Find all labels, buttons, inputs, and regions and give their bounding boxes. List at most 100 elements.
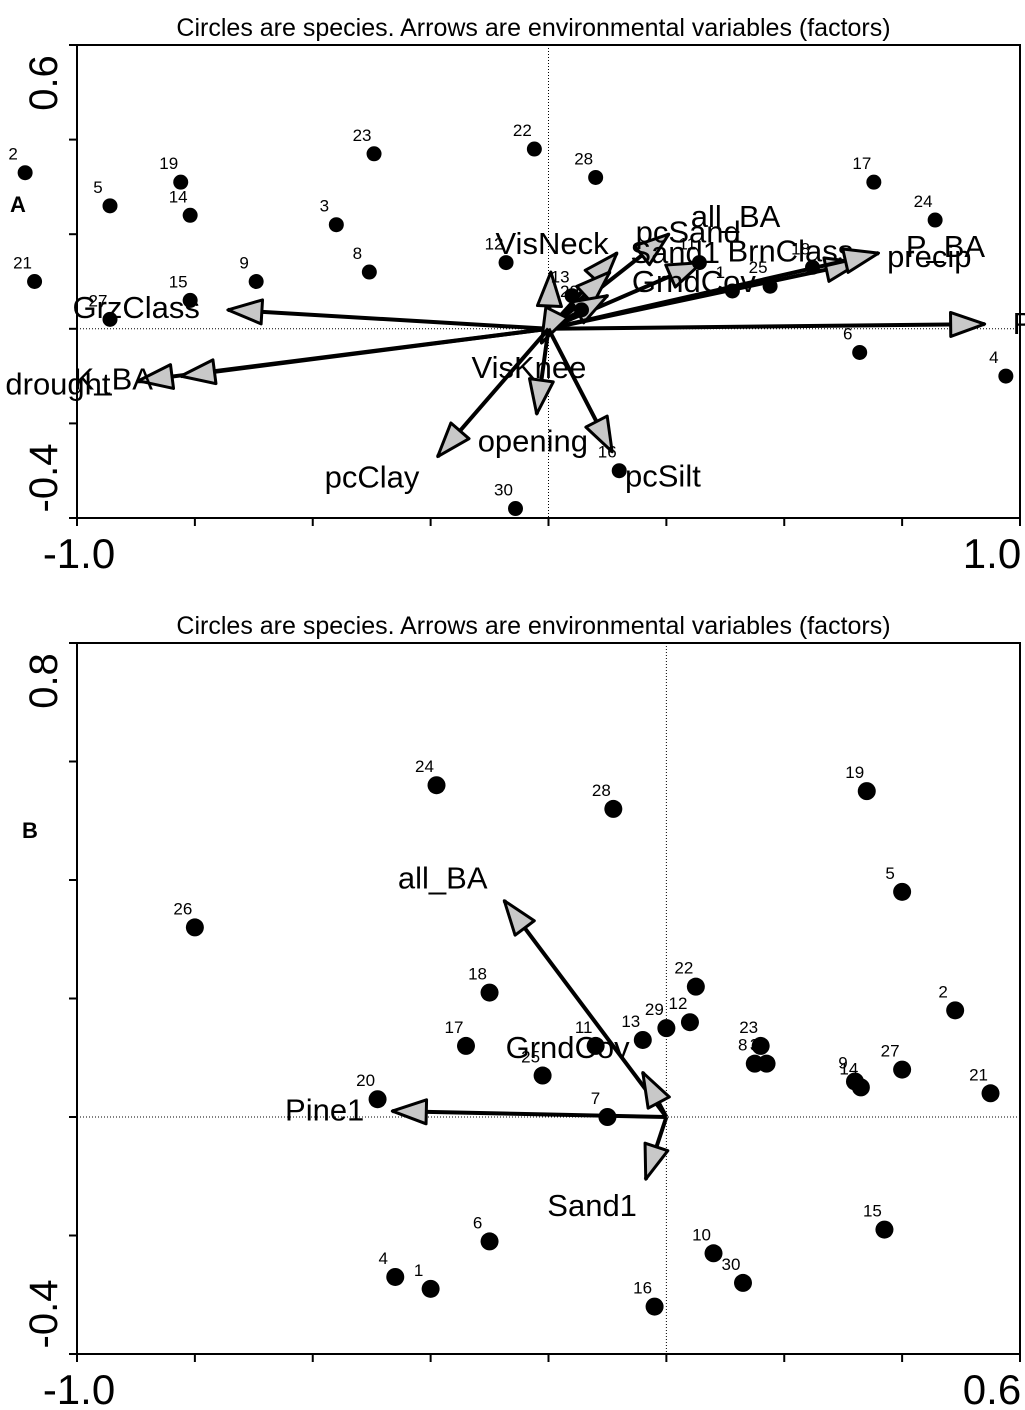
species-24: 24: [914, 192, 943, 228]
species-label: 30: [494, 481, 513, 500]
y-tick-label-max: 0.8: [22, 653, 66, 709]
species-point: [725, 283, 740, 298]
species-3: 3: [320, 197, 344, 233]
species-16: 16: [598, 443, 627, 479]
species-30: 30: [722, 1255, 752, 1292]
species-label: 16: [633, 1279, 652, 1298]
species-label: 8: [738, 1036, 747, 1055]
panel-b: Circles are species. Arrows are environm…: [22, 612, 1021, 1405]
arrow-label: K_BA: [74, 362, 154, 397]
species-6: 6: [473, 1213, 499, 1250]
species-label: 16: [598, 443, 617, 462]
species-point: [574, 302, 589, 317]
species-label: 29: [560, 282, 579, 301]
species-point: [27, 274, 42, 289]
species-points: 1234567891011121314151617181920212223242…: [173, 757, 999, 1315]
species-label: 6: [843, 324, 852, 343]
species-label: 15: [863, 1202, 882, 1221]
species-label: 11: [575, 1018, 593, 1037]
species-label: 14: [169, 187, 188, 206]
species-label: 19: [845, 763, 864, 782]
y-tick-label-max: 0.6: [22, 55, 66, 111]
species-label: 4: [989, 348, 998, 367]
species-point: [634, 1031, 652, 1049]
species-label: 1: [716, 263, 725, 282]
species-label: 24: [914, 192, 933, 211]
panel-letter: A: [10, 192, 26, 217]
species-point: [18, 165, 33, 180]
species-label: 17: [445, 1018, 464, 1037]
panel-a: Circles are species. Arrows are environm…: [5, 14, 1025, 577]
species-label: 12: [485, 235, 504, 254]
species-point: [183, 208, 198, 223]
species-18: 18: [468, 965, 498, 1002]
species-label: 11: [679, 235, 697, 254]
arrow-head: [392, 1100, 426, 1124]
species-label: 5: [885, 864, 894, 883]
species-19: 19: [845, 763, 875, 800]
species-point: [508, 501, 523, 516]
species-label: 25: [521, 1048, 540, 1067]
arrow-head: [228, 300, 263, 324]
species-label: 28: [574, 149, 593, 168]
species-4: 4: [379, 1249, 405, 1286]
arrow-label: pcClay: [325, 460, 420, 495]
species-label: 6: [473, 1213, 482, 1232]
arrow-sand1: Sand1: [547, 1117, 668, 1223]
species-15: 15: [863, 1202, 893, 1239]
species-17: 17: [852, 154, 881, 190]
species-label: 14: [839, 1059, 858, 1078]
arrow-grzclass: GrzClass: [72, 290, 548, 329]
species-point: [499, 255, 514, 270]
species-point: [875, 1221, 893, 1239]
species-point: [612, 463, 627, 478]
species-point: [534, 1067, 552, 1085]
species-label: 15: [169, 272, 188, 291]
species-label: 9: [239, 254, 248, 273]
species-21: 21: [13, 254, 42, 290]
species-point: [893, 883, 911, 901]
species-point: [998, 369, 1013, 384]
species-point: [687, 978, 705, 996]
species-point: [103, 198, 118, 213]
species-point: [598, 1108, 616, 1126]
species-label: 24: [415, 757, 434, 776]
species-label: 22: [513, 121, 532, 140]
species-label: 17: [852, 154, 871, 173]
species-point: [928, 213, 943, 228]
species-point: [527, 142, 542, 157]
species-label: 26: [173, 899, 192, 918]
species-label: 30: [722, 1255, 741, 1274]
y-tick-label-min: -0.4: [22, 444, 66, 513]
species-point: [763, 279, 778, 294]
arrow-label: Sand1: [547, 1188, 637, 1223]
species-point: [858, 782, 876, 800]
species-label: 4: [379, 1249, 388, 1268]
species-point: [186, 918, 204, 936]
species-point: [866, 175, 881, 190]
species-point: [746, 1055, 764, 1073]
arrow-label: Pine1: [1013, 306, 1025, 341]
species-point: [103, 312, 118, 327]
species-label: 21: [969, 1065, 988, 1084]
species-label: 22: [674, 959, 693, 978]
species-10: 10: [692, 1225, 722, 1262]
species-point: [386, 1268, 404, 1286]
arrow-label: VisNeck: [495, 226, 609, 261]
arrow-head: [181, 360, 216, 384]
species-14: 14: [839, 1059, 869, 1096]
species-point: [852, 345, 867, 360]
species-label: 1: [414, 1261, 423, 1280]
species-6: 6: [843, 324, 867, 360]
species-label: 12: [668, 994, 687, 1013]
species-label: 10: [692, 1225, 711, 1244]
species-2: 2: [8, 145, 32, 181]
species-17: 17: [445, 1018, 475, 1055]
species-2: 2: [938, 982, 964, 1019]
species-point: [457, 1037, 475, 1055]
y-tick-label-min: -0.4: [22, 1280, 66, 1349]
species-label: 8: [353, 244, 362, 263]
species-label: 7: [591, 1089, 600, 1108]
species-28: 28: [574, 149, 603, 185]
